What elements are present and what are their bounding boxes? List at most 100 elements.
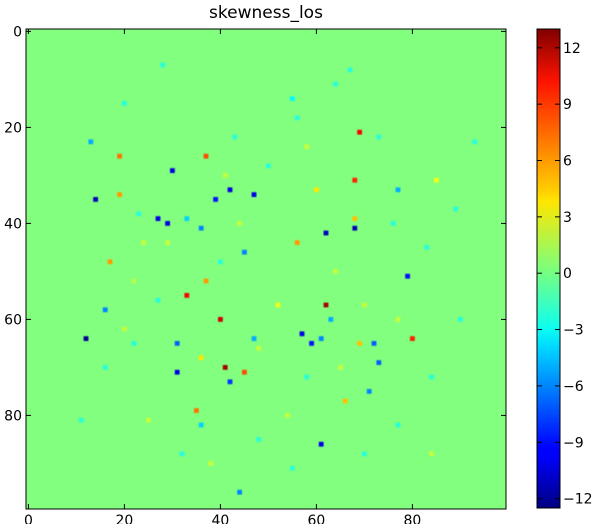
- heatmap-cell: [434, 177, 439, 183]
- heatmap-cell: [208, 461, 214, 466]
- heatmap-cell: [294, 115, 300, 121]
- heatmap-cell: [333, 81, 338, 87]
- colorbar-tick-label: 3: [563, 210, 572, 226]
- heatmap-cell: [136, 211, 142, 217]
- heatmap-cell: [227, 379, 233, 385]
- colorbar-tick-label: 0: [563, 266, 572, 282]
- heatmap-cell: [357, 129, 362, 135]
- heatmap-cell: [309, 341, 314, 346]
- heatmap-cell: [198, 225, 204, 231]
- heatmap-cell: [165, 240, 170, 245]
- heatmap-cell: [362, 302, 367, 308]
- heatmap-cell: [338, 365, 343, 370]
- heatmap-cell: [102, 365, 108, 370]
- heatmap-cell: [88, 139, 94, 145]
- heatmap-cell: [352, 216, 358, 221]
- colorbar-ticks: 12 9 6 3 0 −3 −6 −9 −12: [537, 41, 593, 508]
- heatmap-cell: [141, 240, 146, 245]
- heatmap-cell: [275, 302, 281, 308]
- heatmap-cell: [314, 187, 319, 193]
- heatmap-cell: [256, 437, 262, 442]
- heatmap-cell: [170, 168, 175, 173]
- colorbar-tick-label: −9: [563, 435, 584, 451]
- heatmap-cell: [333, 269, 338, 274]
- heatmap-cell: [251, 192, 257, 197]
- heatmap-cell: [328, 317, 334, 322]
- heatmap-cell: [78, 417, 84, 423]
- y-tick-label: 60: [4, 312, 22, 328]
- heatmap-cell: [290, 465, 295, 471]
- heatmap-cell: [237, 489, 242, 495]
- heatmap-cell: [390, 221, 396, 226]
- heatmap-cell: [251, 336, 257, 341]
- heatmap-cell: [174, 369, 180, 375]
- heatmap-cell: [395, 317, 401, 322]
- y-tick-label: 0: [13, 24, 22, 40]
- heatmap-cell: [165, 221, 170, 226]
- heatmap-cell: [174, 341, 180, 346]
- heatmap-cell: [122, 101, 127, 106]
- colorbar-tick-label: 12: [563, 41, 581, 57]
- colorbar-tick-label: −6: [563, 379, 584, 395]
- heatmap-cells: [78, 62, 478, 495]
- heatmap-cell: [83, 336, 89, 341]
- heatmap-cell: [424, 245, 430, 250]
- y-tick-label: 80: [4, 408, 22, 424]
- heatmap-cell: [362, 451, 367, 457]
- heatmap-cell: [318, 441, 324, 447]
- heatmap-cell: [352, 225, 358, 231]
- heatmap-cell: [146, 417, 151, 423]
- heatmap-cell: [304, 374, 310, 380]
- heatmap-cell: [304, 144, 310, 149]
- x-tick-label: 20: [115, 513, 133, 524]
- heatmap-cell: [198, 422, 204, 428]
- heatmap-cell: [299, 331, 305, 337]
- heatmap-cell: [117, 192, 122, 197]
- colorbar-tick-label: 6: [563, 153, 572, 169]
- plot-frame: [25, 28, 507, 510]
- heatmap-cell: [131, 278, 137, 284]
- heatmap-cell: [429, 451, 434, 457]
- y-tick-label: 40: [4, 216, 22, 232]
- chart-title: skewness_los: [209, 3, 323, 23]
- heatmap-cell: [371, 341, 377, 346]
- heatmap-cell: [323, 230, 329, 236]
- heatmap-cell: [366, 389, 372, 394]
- x-tick-label: 0: [24, 513, 33, 524]
- heatmap-cell: [347, 67, 353, 73]
- x-tick-label: 60: [307, 513, 325, 524]
- heatmap-cell: [453, 206, 458, 212]
- heatmap-cell: [357, 341, 362, 346]
- heatmap-cell: [194, 408, 199, 413]
- heatmap-cell: [290, 96, 295, 101]
- heatmap-cell: [179, 451, 185, 457]
- heatmap-cell: [117, 153, 122, 159]
- heatmap-cell: [155, 297, 161, 303]
- heatmap-cell: [237, 221, 242, 226]
- x-tick-label: 40: [211, 513, 229, 524]
- y-tick-label: 20: [4, 120, 22, 136]
- heatmap-cell: [131, 341, 137, 346]
- heatmap-cell: [203, 278, 209, 284]
- colorbar-tick-label: −3: [563, 323, 584, 339]
- heatmap-cell: [93, 197, 98, 202]
- heatmap-cell: [285, 413, 290, 418]
- colorbar: [536, 28, 561, 509]
- heatmap-cell: [102, 307, 108, 313]
- heatmap-cell: [294, 240, 300, 245]
- heatmap-cell: [352, 177, 358, 183]
- heatmap-cell: [122, 326, 127, 332]
- heatmap-cell: [342, 398, 348, 404]
- heatmap-cell: [232, 134, 238, 140]
- heatmap-cell: [429, 374, 434, 380]
- heatmap-cell: [218, 317, 223, 322]
- heatmap-cell: [203, 153, 209, 159]
- heatmap-cell: [155, 216, 161, 221]
- colorbar-tick-label: −12: [563, 492, 593, 508]
- heatmap-cell: [218, 259, 223, 265]
- heatmap-cell: [222, 173, 228, 178]
- heatmap-cell: [222, 365, 228, 370]
- heatmap-cell: [242, 369, 247, 375]
- x-tick-label: 80: [403, 513, 421, 524]
